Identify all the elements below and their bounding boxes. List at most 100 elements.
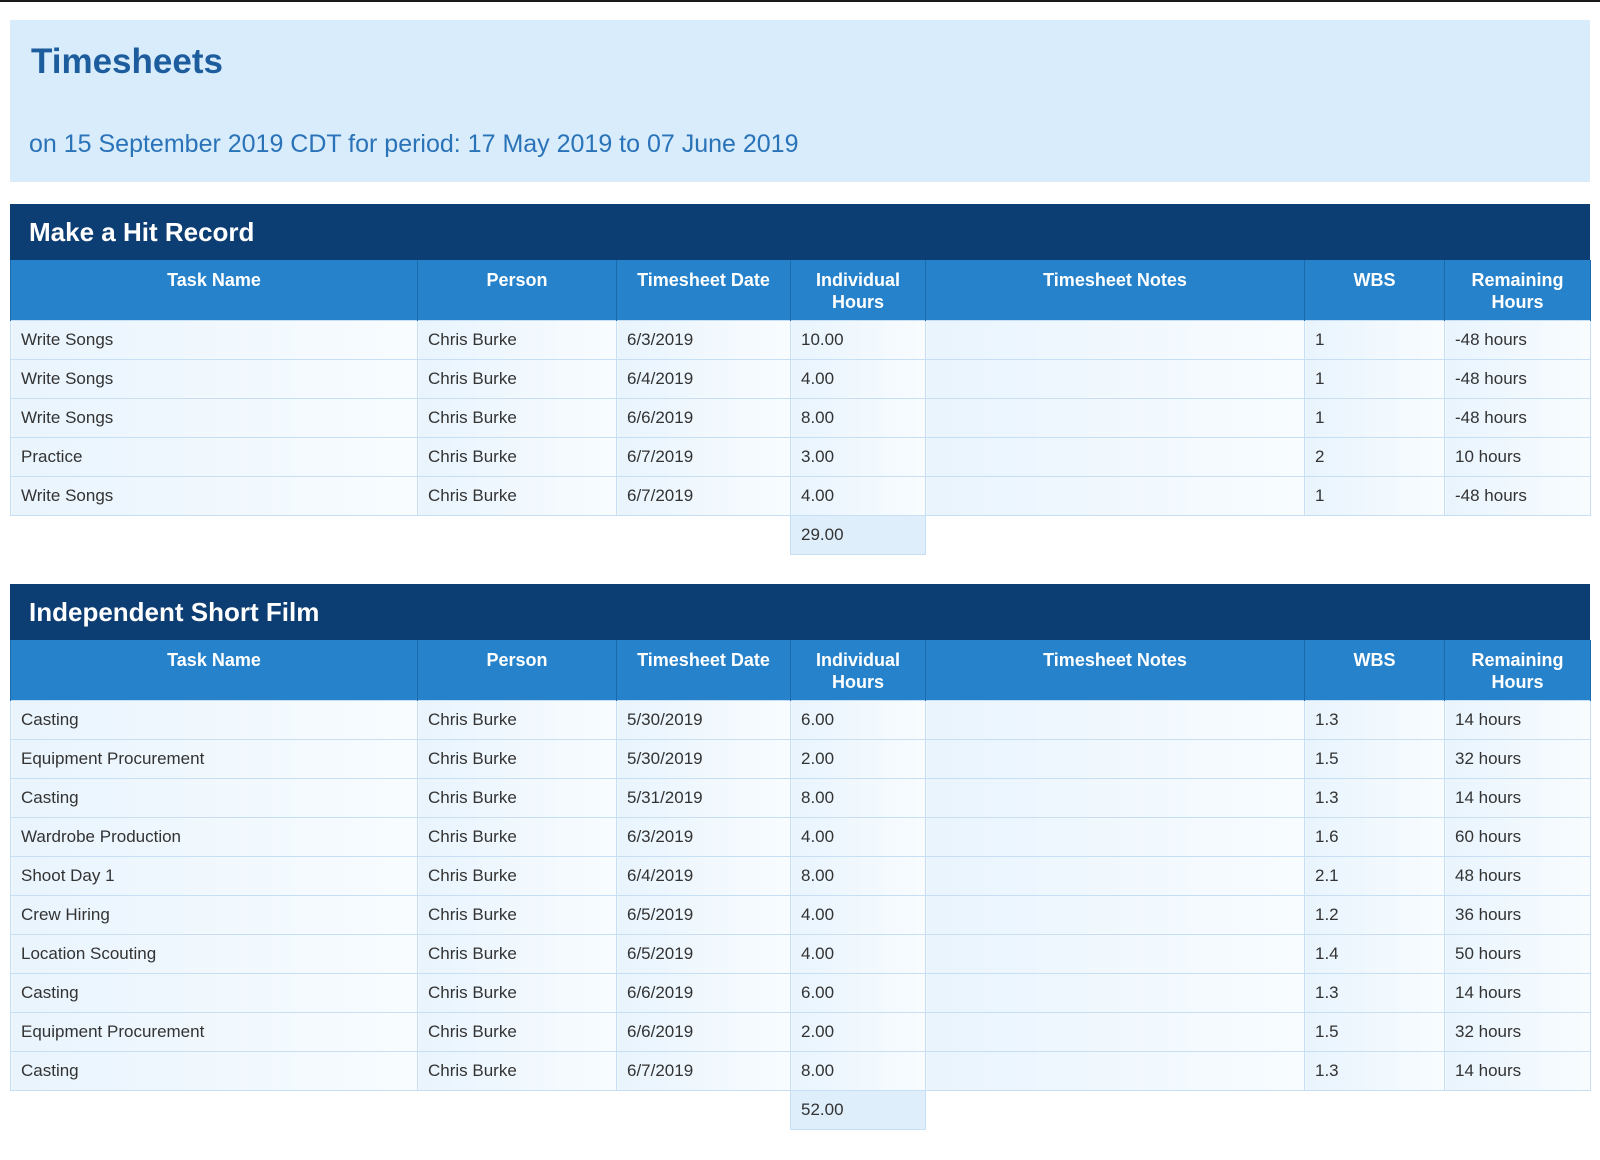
column-header-timesheet-notes[interactable]: Timesheet Notes <box>925 640 1305 700</box>
person-cell: Chris Burke <box>417 1011 617 1052</box>
timesheet-date-cell: 5/30/2019 <box>616 699 791 740</box>
table-row: Shoot Day 1 Chris Burke 6/4/2019 8.00 2.… <box>10 855 1591 896</box>
timesheet-notes-cell <box>925 1011 1305 1052</box>
column-header-individual-hours[interactable]: Individual Hours <box>790 640 926 700</box>
wbs-cell: 1.3 <box>1304 972 1445 1013</box>
remaining-hours-cell: 32 hours <box>1444 1011 1591 1052</box>
remaining-hours-cell: -48 hours <box>1444 358 1591 399</box>
column-header-timesheet-notes[interactable]: Timesheet Notes <box>925 260 1305 320</box>
column-header-remaining-hours[interactable]: Remaining Hours <box>1444 640 1591 700</box>
task-name-cell: Crew Hiring <box>10 894 418 935</box>
individual-hours-cell: 10.00 <box>790 319 926 360</box>
individual-hours-cell: 4.00 <box>790 475 926 516</box>
timesheet-date-cell: 6/7/2019 <box>616 1050 791 1091</box>
timesheet-date-cell: 6/5/2019 <box>616 933 791 974</box>
task-name-cell: Casting <box>10 1050 418 1091</box>
column-header-task-name[interactable]: Task Name <box>10 260 418 320</box>
timesheet-date-cell: 6/4/2019 <box>616 855 791 896</box>
timesheet-notes-cell <box>925 933 1305 974</box>
table-row: Equipment Procurement Chris Burke 6/6/20… <box>10 1011 1591 1052</box>
wbs-cell: 1.4 <box>1304 933 1445 974</box>
remaining-hours-cell: 60 hours <box>1444 816 1591 857</box>
person-cell: Chris Burke <box>417 397 617 438</box>
remaining-hours-cell: -48 hours <box>1444 475 1591 516</box>
table-row: Practice Chris Burke 6/7/2019 3.00 2 10 … <box>10 436 1591 477</box>
table-row: Write Songs Chris Burke 6/7/2019 4.00 1 … <box>10 475 1591 516</box>
timesheet-notes-cell <box>925 894 1305 935</box>
column-header-task-name[interactable]: Task Name <box>10 640 418 700</box>
table-row: Casting Chris Burke 6/7/2019 8.00 1.3 14… <box>10 1050 1591 1091</box>
total-hours-cell: 52.00 <box>790 1089 926 1130</box>
column-header-individual-hours[interactable]: Individual Hours <box>790 260 926 320</box>
table-header-row: Task Name Person Timesheet Date Individu… <box>10 640 1591 700</box>
person-cell: Chris Burke <box>417 816 617 857</box>
column-header-timesheet-date[interactable]: Timesheet Date <box>616 640 791 700</box>
individual-hours-cell: 2.00 <box>790 738 926 779</box>
remaining-hours-cell: -48 hours <box>1444 397 1591 438</box>
timesheet-notes-cell <box>925 319 1305 360</box>
timesheet-date-cell: 6/5/2019 <box>616 894 791 935</box>
person-cell: Chris Burke <box>417 933 617 974</box>
timesheet-date-cell: 6/6/2019 <box>616 1011 791 1052</box>
project-title: Independent Short Film <box>10 584 1590 640</box>
task-name-cell: Write Songs <box>10 358 418 399</box>
person-cell: Chris Burke <box>417 855 617 896</box>
remaining-hours-cell: 32 hours <box>1444 738 1591 779</box>
table-row: Write Songs Chris Burke 6/3/2019 10.00 1… <box>10 319 1591 360</box>
timesheet-table: Task Name Person Timesheet Date Individu… <box>10 640 1591 1130</box>
remaining-hours-cell: 14 hours <box>1444 777 1591 818</box>
timesheet-date-cell: 6/6/2019 <box>616 972 791 1013</box>
person-cell: Chris Burke <box>417 1050 617 1091</box>
column-header-wbs[interactable]: WBS <box>1304 260 1445 320</box>
column-header-remaining-hours[interactable]: Remaining Hours <box>1444 260 1591 320</box>
task-name-cell: Casting <box>10 777 418 818</box>
total-row: 52.00 <box>11 1089 1591 1130</box>
individual-hours-cell: 3.00 <box>790 436 926 477</box>
total-row: 29.00 <box>11 514 1591 555</box>
individual-hours-cell: 4.00 <box>790 894 926 935</box>
timesheet-table: Task Name Person Timesheet Date Individu… <box>10 260 1591 555</box>
wbs-cell: 1.5 <box>1304 738 1445 779</box>
task-name-cell: Write Songs <box>10 475 418 516</box>
task-name-cell: Practice <box>10 436 418 477</box>
timesheet-notes-cell <box>925 777 1305 818</box>
remaining-hours-cell: -48 hours <box>1444 319 1591 360</box>
timesheet-date-cell: 6/3/2019 <box>616 816 791 857</box>
column-header-person[interactable]: Person <box>417 260 617 320</box>
project-title: Make a Hit Record <box>10 204 1590 260</box>
timesheet-date-cell: 6/3/2019 <box>616 319 791 360</box>
individual-hours-cell: 8.00 <box>790 1050 926 1091</box>
column-header-person[interactable]: Person <box>417 640 617 700</box>
timesheet-notes-cell <box>925 972 1305 1013</box>
column-header-timesheet-date[interactable]: Timesheet Date <box>616 260 791 320</box>
individual-hours-cell: 8.00 <box>790 777 926 818</box>
individual-hours-cell: 4.00 <box>790 358 926 399</box>
table-row: Casting Chris Burke 5/31/2019 8.00 1.3 1… <box>10 777 1591 818</box>
timesheet-date-cell: 5/31/2019 <box>616 777 791 818</box>
wbs-cell: 1.6 <box>1304 816 1445 857</box>
task-name-cell: Casting <box>10 699 418 740</box>
remaining-hours-cell: 14 hours <box>1444 699 1591 740</box>
person-cell: Chris Burke <box>417 436 617 477</box>
wbs-cell: 1.3 <box>1304 1050 1445 1091</box>
table-row: Equipment Procurement Chris Burke 5/30/2… <box>10 738 1591 779</box>
individual-hours-cell: 4.00 <box>790 933 926 974</box>
wbs-cell: 1.3 <box>1304 777 1445 818</box>
wbs-cell: 1.2 <box>1304 894 1445 935</box>
task-name-cell: Casting <box>10 972 418 1013</box>
timesheet-date-cell: 6/4/2019 <box>616 358 791 399</box>
wbs-cell: 1.5 <box>1304 1011 1445 1052</box>
individual-hours-cell: 2.00 <box>790 1011 926 1052</box>
task-name-cell: Equipment Procurement <box>10 1011 418 1052</box>
remaining-hours-cell: 10 hours <box>1444 436 1591 477</box>
remaining-hours-cell: 14 hours <box>1444 1050 1591 1091</box>
task-name-cell: Write Songs <box>10 397 418 438</box>
person-cell: Chris Burke <box>417 358 617 399</box>
column-header-wbs[interactable]: WBS <box>1304 640 1445 700</box>
individual-hours-cell: 4.00 <box>790 816 926 857</box>
person-cell: Chris Burke <box>417 699 617 740</box>
individual-hours-cell: 8.00 <box>790 855 926 896</box>
individual-hours-cell: 6.00 <box>790 972 926 1013</box>
task-name-cell: Wardrobe Production <box>10 816 418 857</box>
report-period: on 15 September 2019 CDT for period: 17 … <box>29 130 799 158</box>
